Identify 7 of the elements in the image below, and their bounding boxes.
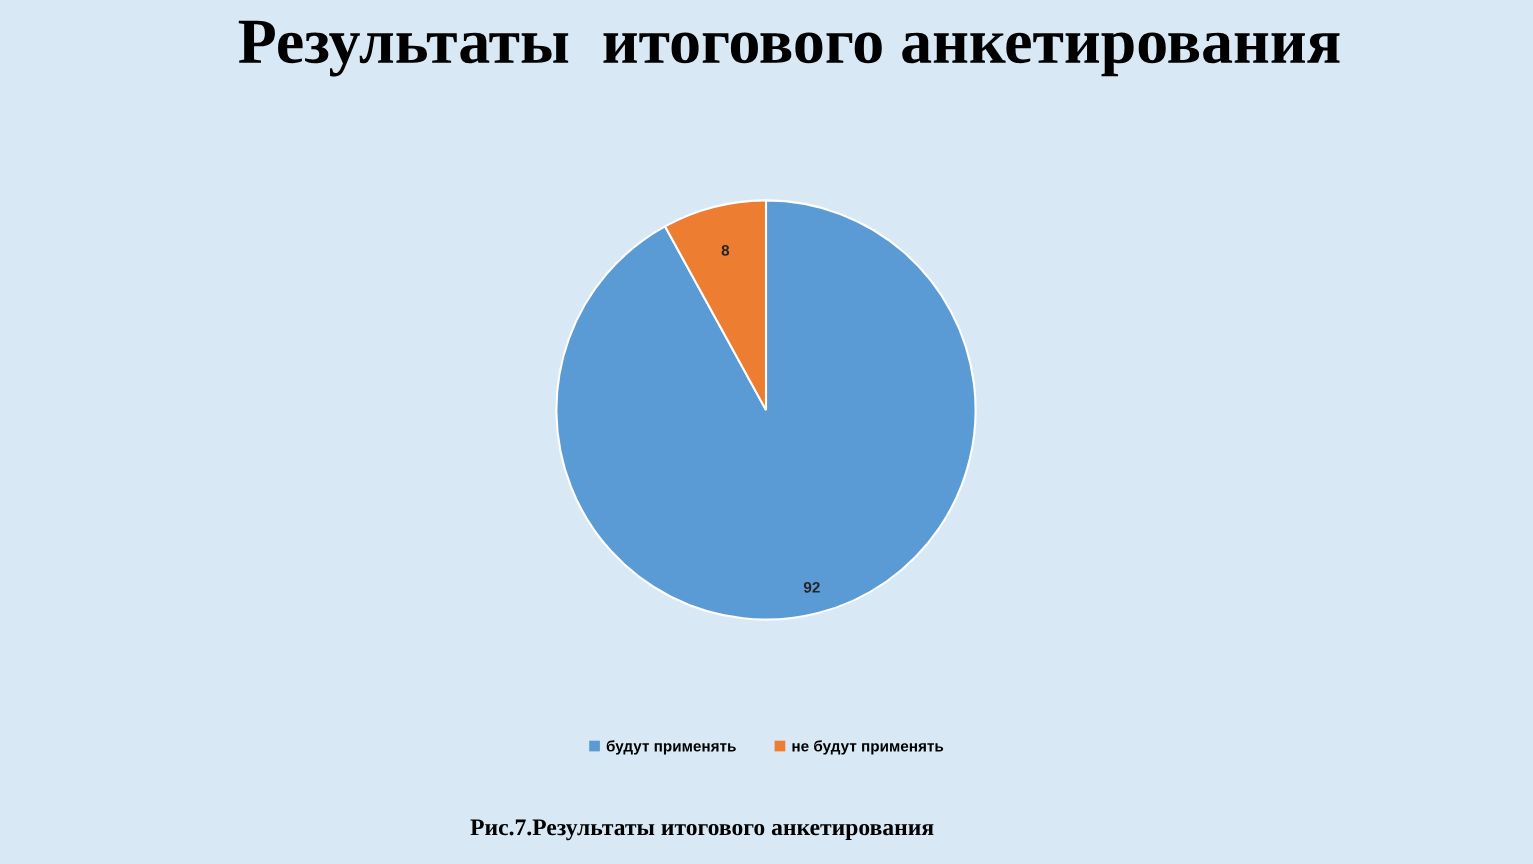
data-label: 92 [803,581,820,593]
legend-label: не будут применять [792,740,944,755]
data-label: 8 [721,244,730,256]
text: Рис.7.Результаты итогового анкетирования [470,819,934,841]
chart-title: Результаты итогового анкетирования [238,20,1340,77]
legend-label: будут применять [606,740,736,755]
pie-slice [555,199,977,621]
